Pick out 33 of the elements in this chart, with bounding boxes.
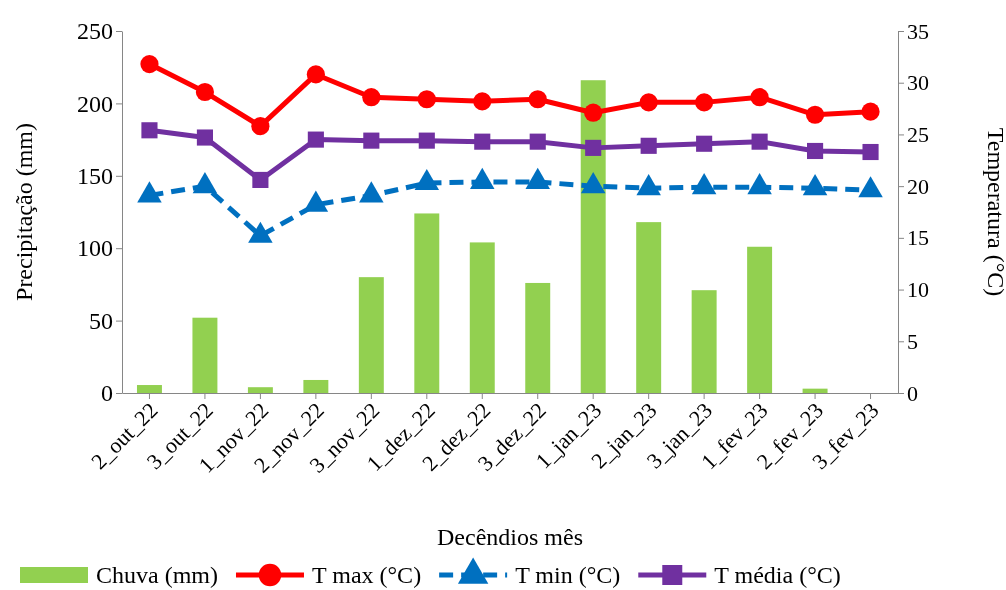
bar [802, 388, 828, 393]
y-axis-title: Precipitação (mm) [11, 123, 37, 301]
bar [747, 246, 773, 393]
y-tick-label: 50 [89, 307, 113, 334]
y2-tick-label: 10 [907, 277, 929, 303]
y2-axis-title: Temperatura (°C) [983, 127, 1006, 297]
y-tick-label: 150 [77, 162, 113, 189]
bar [358, 277, 384, 393]
bar [691, 290, 717, 393]
y2-tick-label: 5 [907, 328, 918, 354]
y-tick-label: 100 [77, 235, 113, 262]
bar [192, 317, 218, 393]
y-tick-label: 0 [101, 380, 113, 407]
x-axis-title: Decêndios mês [437, 524, 583, 550]
legend-label: T média (°C) [714, 562, 841, 588]
legend-label: T min (°C) [515, 562, 621, 588]
y2-tick-label: 30 [907, 70, 929, 96]
bar [414, 213, 440, 393]
bar [247, 387, 273, 393]
legend-label: Chuva (mm) [96, 562, 218, 588]
y-tick-label: 250 [77, 18, 113, 45]
y2-tick-label: 35 [907, 18, 929, 44]
bar [525, 282, 551, 393]
y2-tick-label: 20 [907, 173, 929, 199]
y-tick-label: 200 [77, 90, 113, 117]
y2-tick-label: 0 [907, 380, 918, 406]
legend-label: T max (°C) [311, 562, 422, 588]
bar [136, 385, 162, 393]
bar [636, 222, 662, 393]
bar [303, 379, 329, 393]
y2-tick-label: 15 [907, 225, 929, 251]
bar [469, 242, 495, 393]
y2-tick-label: 25 [907, 121, 929, 147]
